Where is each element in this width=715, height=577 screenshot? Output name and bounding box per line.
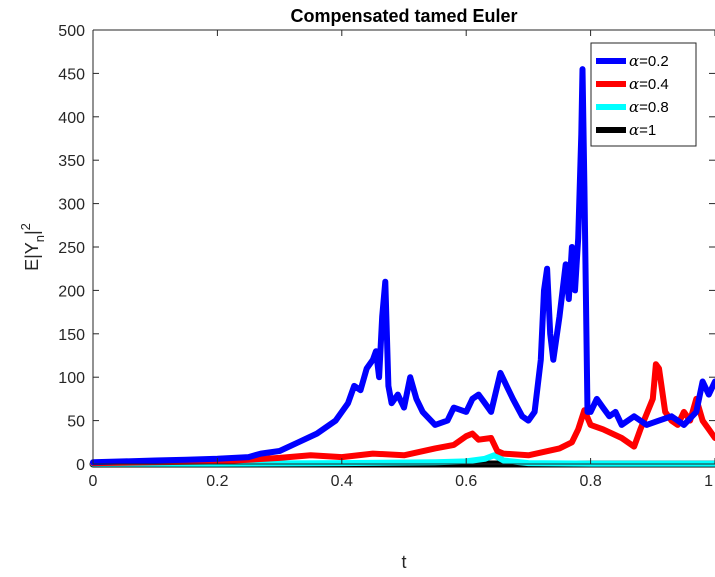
y-tick-label: 100: [58, 370, 85, 387]
y-tick-label: 300: [58, 197, 85, 214]
legend-label-1: α=0.4: [629, 75, 669, 93]
x-axis-label: t: [401, 552, 406, 572]
axes-layer: 0 50 100 150 200 250 300 350 400 450 500 0 0.2 0.4 0.6…: [58, 23, 715, 490]
y-axis-label: E|Yn|2: [18, 223, 47, 271]
y-tick-label: 150: [58, 327, 85, 344]
legend: α=0.2 α=0.4 α=0.8 α=1: [590, 42, 697, 147]
y-axis-label-sup: 2: [18, 223, 33, 230]
y-tick-label: 450: [58, 66, 85, 83]
svg-text:E|Yn|2: E|Yn|2: [18, 223, 47, 271]
x-tick-label: 0.2: [206, 473, 228, 490]
y-tick-label: 350: [58, 153, 85, 170]
chart-title: Compensated tamed Euler: [290, 6, 517, 26]
y-axis-label-sub: n: [32, 235, 47, 242]
y-axis-label-tail: |: [22, 230, 42, 235]
y-tick-label: 0: [76, 457, 85, 474]
y-tick-label: 50: [67, 414, 85, 431]
x-tick-label: 1: [704, 473, 713, 490]
x-tick-label: 0: [89, 473, 98, 490]
legend-label-2: α=0.8: [629, 98, 669, 116]
x-tick-label: 0.4: [331, 473, 353, 490]
y-tick-label: 500: [58, 23, 85, 40]
series-line-0: [90, 66, 715, 466]
x-tick-label: 0.6: [455, 473, 477, 490]
y-tick-label: 200: [58, 283, 85, 300]
y-tick-label: 250: [58, 240, 85, 257]
series-line-1: [90, 361, 715, 467]
y-axis-label-main: E|Y: [22, 242, 42, 271]
x-tick-label: 0.8: [579, 473, 601, 490]
legend-label-0: α=0.2: [629, 52, 669, 70]
y-tick-label: 400: [58, 110, 85, 127]
legend-label-3: α=1: [629, 121, 656, 139]
